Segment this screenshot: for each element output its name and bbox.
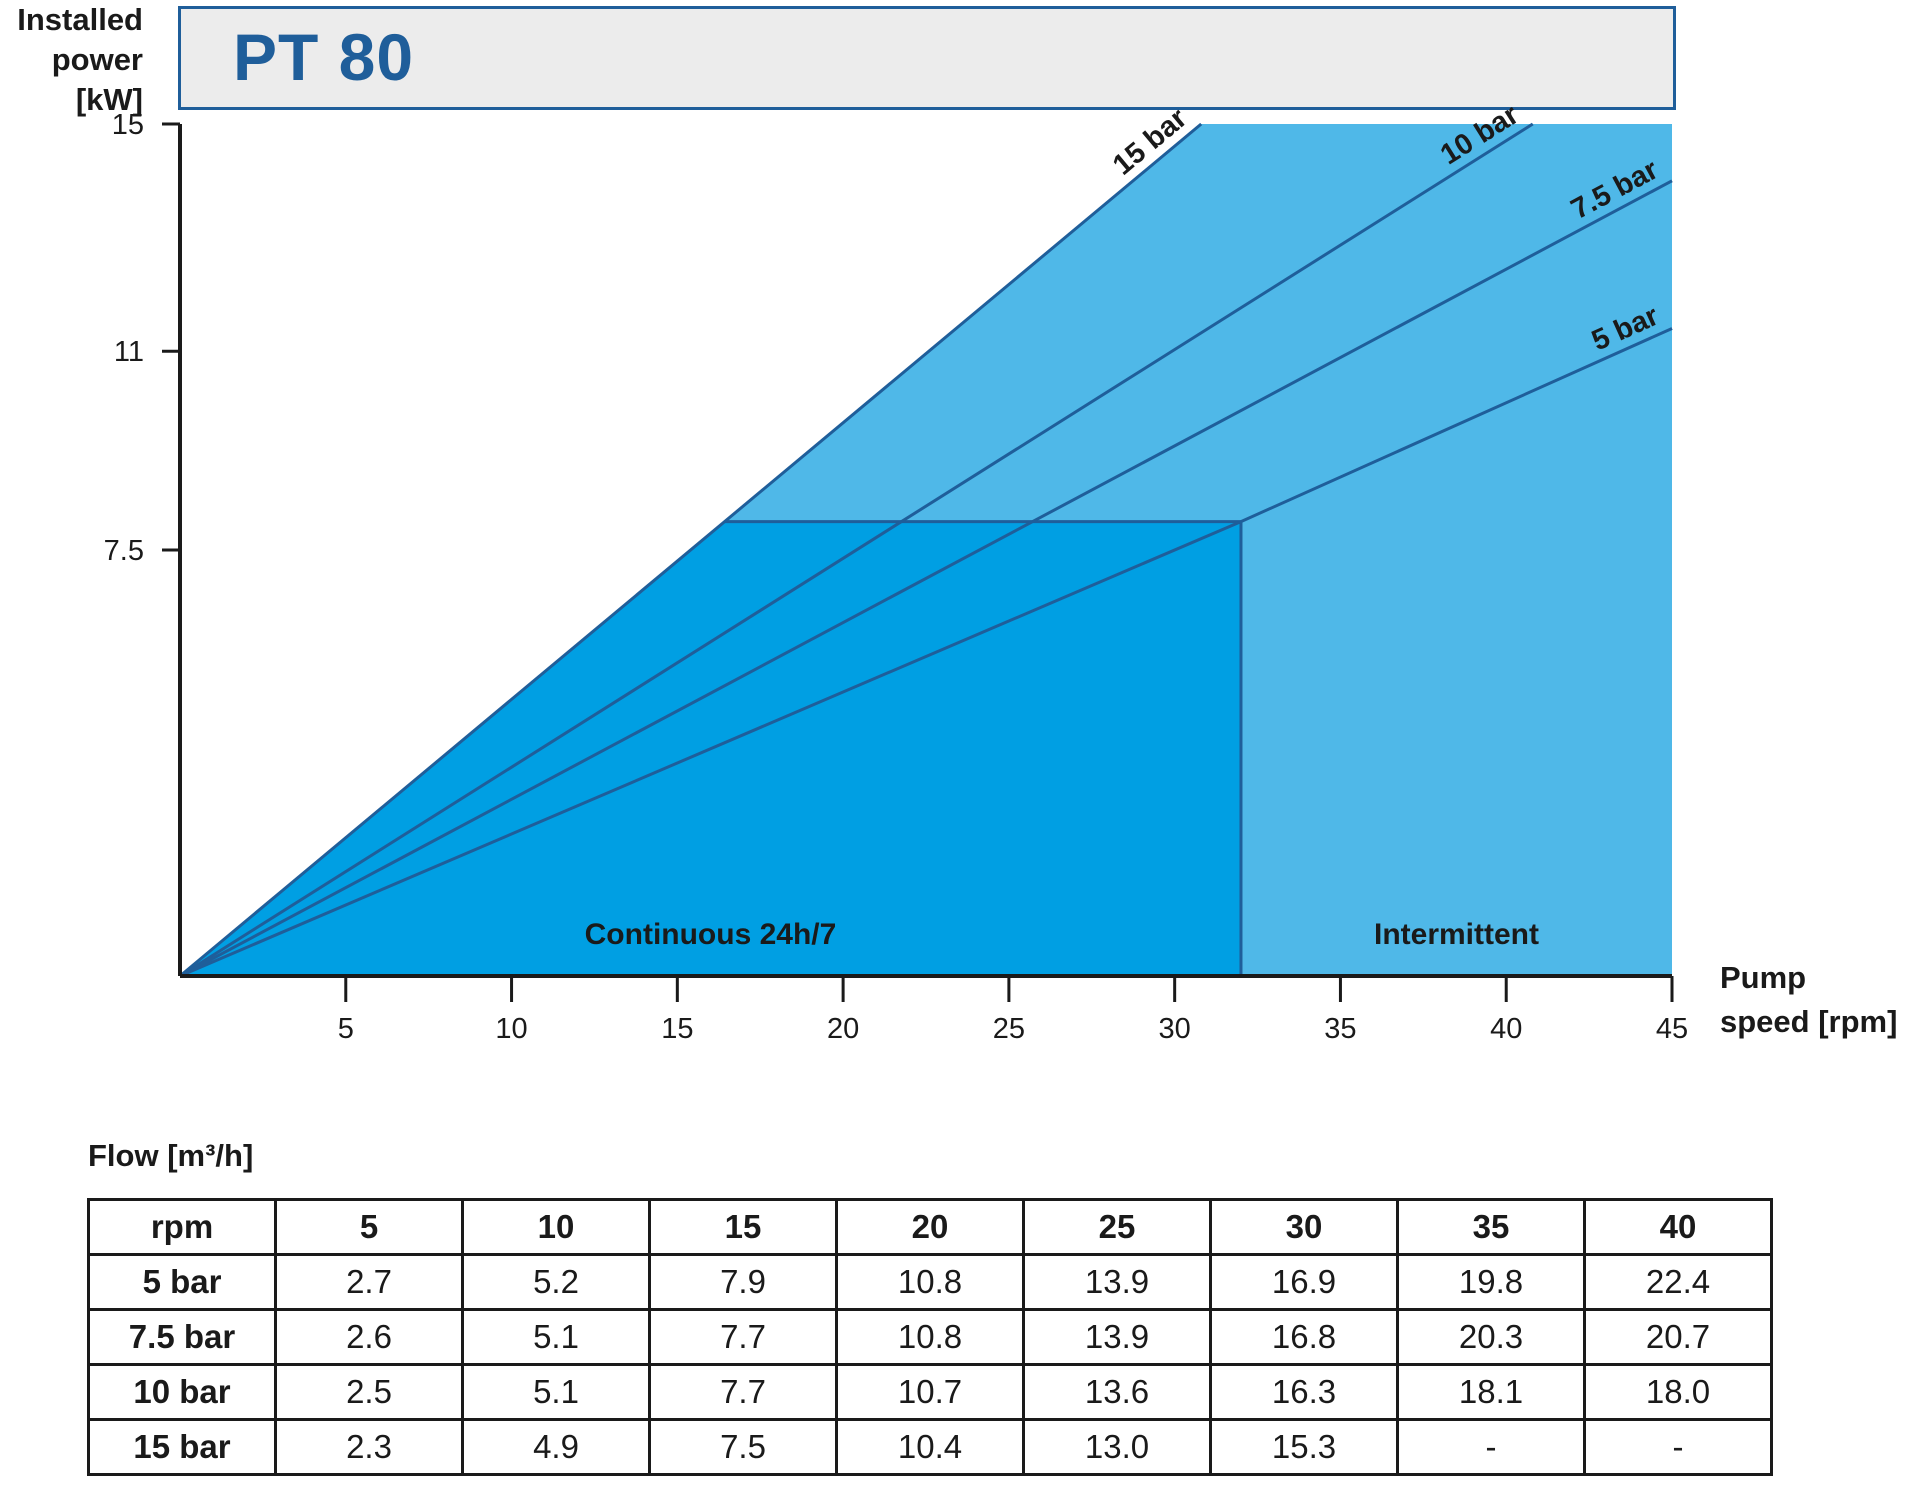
x-axis-title-line-1: Pump: [1720, 960, 1807, 995]
y-tick-label: 15: [112, 109, 144, 141]
header-cell: 35: [1396, 1198, 1586, 1256]
table-cell: 20.3: [1396, 1308, 1586, 1366]
chart-title: PT 80: [233, 20, 415, 94]
table-cell: 19.8: [1396, 1253, 1586, 1311]
series-line-0: [179, 122, 1203, 978]
table-cell: 13.9: [1022, 1308, 1212, 1366]
table-cell: 10.8: [835, 1253, 1025, 1311]
x-axis-title-line-2: speed [rpm]: [1720, 1004, 1898, 1039]
table-cell: 7.7: [648, 1363, 838, 1421]
table-cell: 15.3: [1209, 1418, 1399, 1476]
table-cell: 5.1: [461, 1363, 651, 1421]
table-row: 5 bar 2.7 5.2 7.9 10.8 13.9 16.9 19.8 22…: [87, 1253, 1773, 1311]
row-header-cell: 10 bar: [87, 1363, 277, 1421]
table-cell: 16.8: [1209, 1308, 1399, 1366]
table-cell: 4.9: [461, 1418, 651, 1476]
flow-table-label: Flow [m³/h]: [88, 1138, 254, 1173]
table-cell: 2.5: [274, 1363, 464, 1421]
table-cell: 13.6: [1022, 1363, 1212, 1421]
table-cell: 22.4: [1583, 1253, 1773, 1311]
table-cell: 10.8: [835, 1308, 1025, 1366]
x-tick-label: 5: [338, 1013, 354, 1045]
x-tick-label: 15: [661, 1013, 693, 1045]
table-header-row: rpm 5 10 15 20 25 30 35 40: [87, 1198, 1773, 1256]
table-cell: 13.9: [1022, 1253, 1212, 1311]
y-axis-title-line-3: [kW]: [75, 82, 143, 117]
table-cell: 7.5: [648, 1418, 838, 1476]
table-row: 15 bar 2.3 4.9 7.5 10.4 13.0 15.3 - -: [87, 1418, 1773, 1476]
x-axis-title: Pump speed [rpm]: [1720, 956, 1897, 1044]
table-cell: 5.1: [461, 1308, 651, 1366]
header-cell: 40: [1583, 1198, 1773, 1256]
table-cell: 7.9: [648, 1253, 838, 1311]
table-cell: -: [1583, 1418, 1773, 1476]
table-cell: 2.3: [274, 1418, 464, 1476]
table-cell: -: [1396, 1418, 1586, 1476]
continuous-region-label: Continuous 24h/7: [585, 918, 837, 951]
x-tick-label: 25: [993, 1013, 1025, 1045]
y-axis-title: Installed power [kW]: [0, 0, 143, 120]
series-line-2: [179, 179, 1673, 978]
x-tick-label: 45: [1656, 1013, 1688, 1045]
table-row: 7.5 bar 2.6 5.1 7.7 10.8 13.9 16.8 20.3 …: [87, 1308, 1773, 1366]
table-cell: 16.3: [1209, 1363, 1399, 1421]
header-cell: 25: [1022, 1198, 1212, 1256]
table-row: 10 bar 2.5 5.1 7.7 10.7 13.6 16.3 18.1 1…: [87, 1363, 1773, 1421]
header-cell: 10: [461, 1198, 651, 1256]
row-header-cell: 15 bar: [87, 1418, 277, 1476]
x-tick-label: 35: [1324, 1013, 1356, 1045]
flow-table: rpm 5 10 15 20 25 30 35 40 5 bar 2.7 5.2…: [87, 1198, 1773, 1476]
table-cell: 7.7: [648, 1308, 838, 1366]
table-cell: 10.4: [835, 1418, 1025, 1476]
header-cell: 20: [835, 1198, 1025, 1256]
x-tick-label: 20: [827, 1013, 859, 1045]
series-line-1: [179, 122, 1534, 978]
table-cell: 20.7: [1583, 1308, 1773, 1366]
header-cell: rpm: [87, 1198, 277, 1256]
y-tick-label: 7.5: [104, 535, 144, 567]
table-cell: 2.6: [274, 1308, 464, 1366]
table-cell: 2.7: [274, 1253, 464, 1311]
series-line-3: [179, 327, 1673, 978]
table-cell: 18.1: [1396, 1363, 1586, 1421]
table-cell: 18.0: [1583, 1363, 1773, 1421]
y-axis-title-line-1: Installed: [17, 2, 143, 37]
row-header-cell: 7.5 bar: [87, 1308, 277, 1366]
y-tick-label: 11: [114, 336, 144, 368]
row-header-cell: 5 bar: [87, 1253, 277, 1311]
intermittent-region-label: Intermittent: [1374, 918, 1539, 951]
table-cell: 13.0: [1022, 1418, 1212, 1476]
y-axis-title-line-2: power: [51, 42, 143, 77]
header-cell: 15: [648, 1198, 838, 1256]
table-cell: 10.7: [835, 1363, 1025, 1421]
chart-title-box: PT 80: [178, 6, 1676, 110]
x-tick-label: 40: [1490, 1013, 1522, 1045]
x-tick-label: 10: [495, 1013, 527, 1045]
table-cell: 16.9: [1209, 1253, 1399, 1311]
header-cell: 5: [274, 1198, 464, 1256]
x-tick-label: 30: [1159, 1013, 1191, 1045]
table-cell: 5.2: [461, 1253, 651, 1311]
header-cell: 30: [1209, 1198, 1399, 1256]
